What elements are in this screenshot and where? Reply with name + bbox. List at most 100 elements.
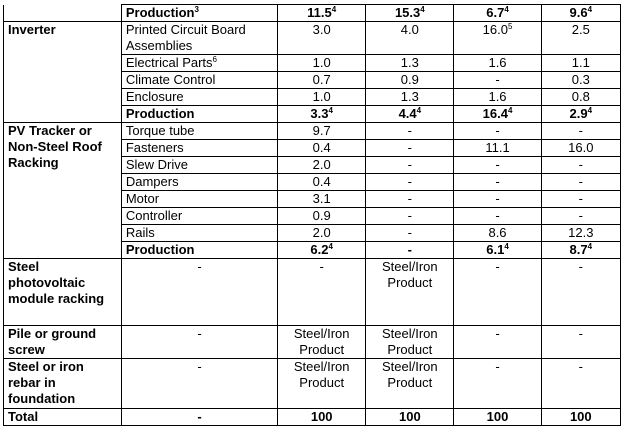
value-cell: -: [540, 325, 621, 359]
category-cell: [3, 241, 122, 259]
value-cell: 15.34: [365, 4, 455, 22]
category-cell: [3, 4, 122, 22]
component-cell: Production: [120, 241, 279, 259]
component-cell: -: [120, 358, 279, 409]
category-cell: Steel photovoltaic module racking: [3, 258, 122, 326]
value-cell: -: [365, 207, 455, 225]
table-row: Production 3.34 4.44 16.44 2.94: [3, 105, 621, 123]
component-cell: Production3: [120, 4, 279, 22]
value-cell: 8.74: [540, 241, 621, 259]
value-cell: 1.6: [453, 54, 542, 72]
category-cell: Steel or iron rebar in foundation: [3, 358, 122, 409]
component-cell: -: [120, 408, 279, 426]
value-cell: Steel/Iron Product: [277, 325, 367, 359]
value-cell: 9.64: [540, 4, 621, 22]
category-cell: [3, 224, 122, 242]
value-cell: -: [453, 156, 542, 174]
value-cell: 1.0: [277, 54, 367, 72]
table-row: PV Tracker or Non-Steel Roof Racking Tor…: [3, 122, 621, 174]
value-cell: 2.0: [277, 156, 367, 174]
value-cell: -: [540, 358, 621, 409]
value-cell: -: [365, 122, 455, 140]
value-cell: 1.6: [453, 88, 542, 106]
component-cell: Torque tube: [120, 122, 279, 140]
value-cell: -: [453, 122, 542, 140]
component-cell: Slew Drive: [120, 156, 279, 174]
component-cell: Enclosure: [120, 88, 279, 106]
value-cell: 0.9: [365, 71, 455, 89]
component-cell: Motor: [120, 190, 279, 208]
table-row: Electrical Parts6 1.0 1.3 1.6 1.1: [3, 54, 621, 72]
value-cell: -: [540, 258, 621, 326]
value-cell: 0.9: [277, 207, 367, 225]
component-cell: -: [120, 258, 279, 326]
value-cell: -: [540, 207, 621, 225]
value-cell: 9.7: [277, 122, 367, 140]
value-cell: 0.4: [277, 139, 367, 157]
value-cell: 0.7: [277, 71, 367, 89]
value-cell: -: [453, 358, 542, 409]
value-cell: 3.34: [277, 105, 367, 123]
table-row: Climate Control 0.7 0.9 - 0.3: [3, 71, 621, 89]
value-cell: 2.94: [540, 105, 621, 123]
value-cell: -: [453, 71, 542, 89]
value-cell: -: [453, 173, 542, 191]
category-cell: [3, 71, 122, 89]
value-cell: 0.3: [540, 71, 621, 89]
value-cell: 2.0: [277, 224, 367, 242]
category-cell: Total: [3, 408, 122, 426]
value-cell: -: [365, 241, 455, 259]
value-cell: 100: [277, 408, 367, 426]
value-cell: Steel/Iron Product: [365, 325, 455, 359]
value-cell: 8.6: [453, 224, 542, 242]
table-row: Inverter Printed Circuit Board Assemblie…: [3, 21, 621, 55]
value-cell: -: [365, 173, 455, 191]
component-cell: Fasteners: [120, 139, 279, 157]
value-cell: -: [453, 190, 542, 208]
value-cell: 6.24: [277, 241, 367, 259]
value-cell: 11.54: [277, 4, 367, 22]
value-cell: -: [453, 325, 542, 359]
value-cell: 16.0: [540, 139, 621, 157]
value-cell: 0.4: [277, 173, 367, 191]
value-cell: 16.44: [453, 105, 542, 123]
category-cell: [3, 54, 122, 72]
value-cell: 16.05: [453, 21, 542, 55]
value-cell: -: [365, 224, 455, 242]
value-cell: -: [365, 156, 455, 174]
value-cell: 12.3: [540, 224, 621, 242]
value-cell: 3.1: [277, 190, 367, 208]
value-cell: 1.1: [540, 54, 621, 72]
table-row: Enclosure 1.0 1.3 1.6 0.8: [3, 88, 621, 106]
value-cell: -: [540, 173, 621, 191]
value-cell: 1.3: [365, 54, 455, 72]
table-row: Total - 100 100 100 100: [3, 408, 621, 426]
table-row: Dampers 0.4 - - -: [3, 173, 621, 191]
component-value-table: Production3 11.54 15.34 6.74 9.64 Invert…: [3, 4, 621, 426]
component-cell: Controller: [120, 207, 279, 225]
table-row: Pile or ground screw - Steel/Iron Produc…: [3, 325, 621, 359]
table-row: Production 6.24 - 6.14 8.74: [3, 241, 621, 259]
table-row: Steel or iron rebar in foundation - Stee…: [3, 358, 621, 409]
component-cell: Rails: [120, 224, 279, 242]
component-cell: Climate Control: [120, 71, 279, 89]
value-cell: 4.44: [365, 105, 455, 123]
value-cell: -: [540, 122, 621, 140]
value-cell: -: [453, 207, 542, 225]
value-cell: Steel/Iron Product: [277, 358, 367, 409]
category-cell: Inverter: [3, 21, 122, 55]
value-cell: -: [540, 190, 621, 208]
table-row: Controller 0.9 - - -: [3, 207, 621, 225]
value-cell: 2.5: [540, 21, 621, 55]
table-row: Steel photovoltaic module racking - - St…: [3, 258, 621, 326]
value-cell: 100: [540, 408, 621, 426]
component-cell: Printed Circuit Board Assemblies: [120, 21, 279, 55]
value-cell: 100: [365, 408, 455, 426]
value-cell: 4.0: [365, 21, 455, 55]
component-cell: -: [120, 325, 279, 359]
value-cell: -: [540, 156, 621, 174]
category-cell: [3, 173, 122, 191]
category-cell: [3, 88, 122, 106]
category-cell: [3, 207, 122, 225]
value-cell: 6.74: [453, 4, 542, 22]
